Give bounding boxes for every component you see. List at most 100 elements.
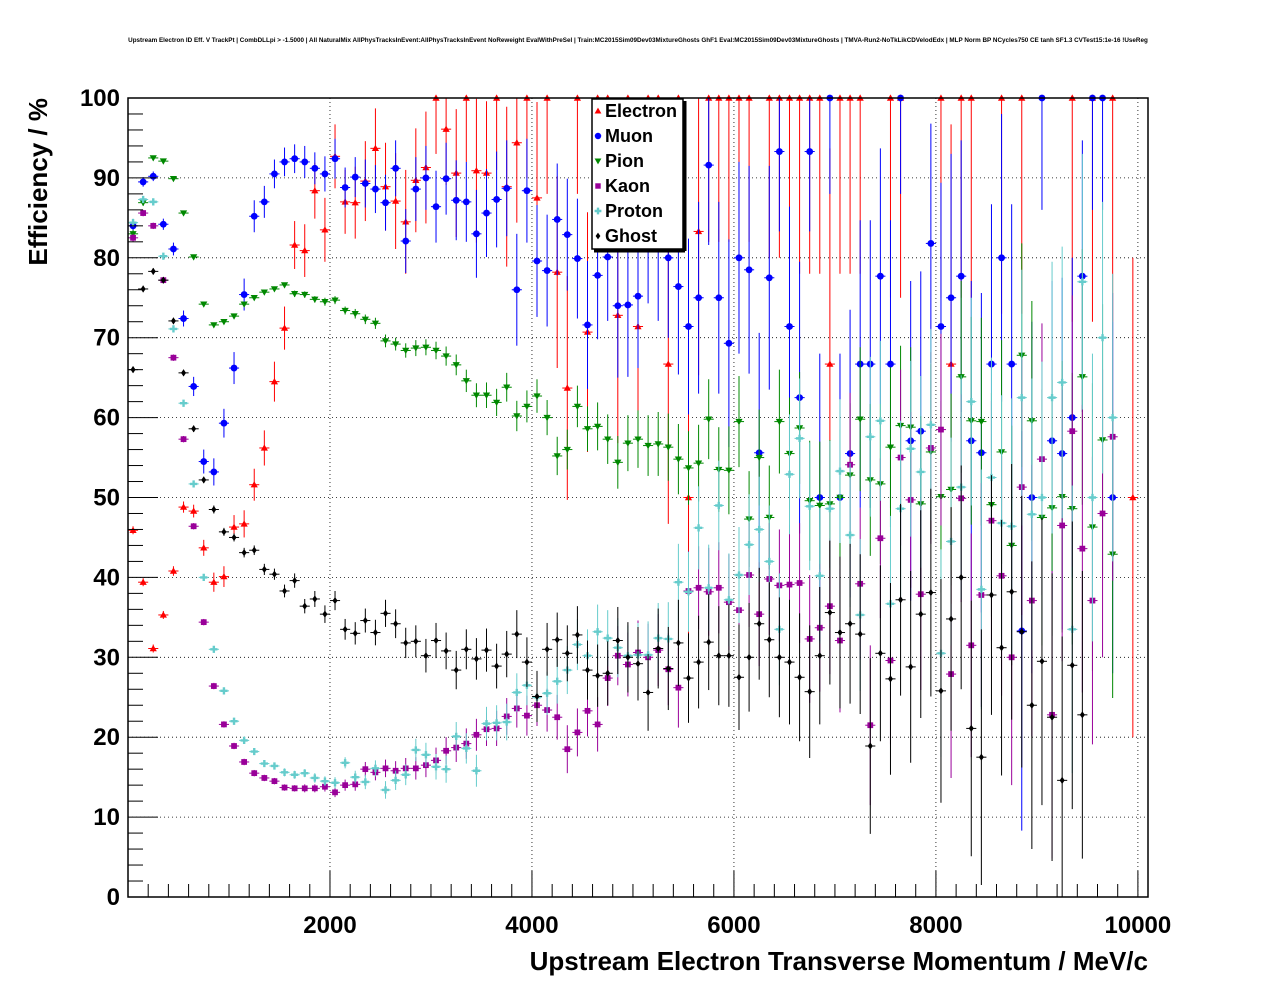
data-point-ghost	[615, 636, 621, 645]
data-point-kaon	[210, 683, 217, 689]
data-point-pion	[270, 286, 279, 293]
data-point-pion	[493, 399, 501, 407]
data-point-ghost	[807, 688, 813, 696]
data-point-kaon	[342, 782, 349, 789]
data-point-ghost	[827, 608, 833, 617]
data-point-proton	[674, 578, 682, 586]
data-point-proton	[200, 573, 208, 581]
data-point-ghost	[635, 660, 641, 668]
data-point-ghost	[1069, 661, 1075, 669]
data-point-pion	[482, 392, 491, 399]
data-point-muon	[634, 292, 642, 300]
data-point-ghost	[736, 673, 742, 681]
data-point-pion	[341, 307, 349, 315]
data-point-proton	[1058, 378, 1066, 387]
data-point-ghost	[726, 652, 732, 660]
data-point-kaon	[200, 619, 207, 626]
data-point-proton	[291, 771, 299, 779]
data-point-proton	[553, 677, 561, 685]
data-point-ghost	[928, 588, 934, 597]
data-point-muon	[321, 170, 329, 178]
data-point-pion	[159, 158, 167, 165]
data-point-ghost	[908, 663, 914, 671]
data-point-pion	[169, 175, 178, 183]
data-point-muon	[543, 267, 551, 275]
data-point-proton	[371, 764, 380, 772]
data-point-electron	[351, 199, 359, 206]
data-point-proton	[735, 571, 743, 579]
data-point-electron	[169, 567, 178, 574]
data-point-proton	[341, 759, 349, 767]
data-point-ghost	[483, 646, 490, 654]
data-point-proton	[331, 779, 339, 787]
data-point-pion	[543, 414, 551, 422]
data-point-kaon	[140, 210, 147, 216]
data-point-ghost	[544, 645, 550, 653]
legend-marker-electron	[594, 107, 602, 114]
data-point-proton	[240, 736, 248, 744]
data-point-ghost	[413, 637, 419, 645]
data-point-muon	[361, 180, 369, 187]
data-point-pion	[452, 362, 460, 369]
data-point-kaon	[382, 765, 389, 772]
data-point-pion	[725, 467, 733, 474]
data-point-muon	[735, 254, 743, 262]
data-point-kaon	[180, 436, 187, 443]
legend-marker-kaon	[595, 183, 601, 189]
data-point-kaon	[311, 785, 318, 792]
data-point-ghost	[797, 673, 803, 681]
data-point-electron	[149, 644, 157, 652]
data-point-pion	[856, 416, 864, 423]
data-point-muon	[937, 323, 945, 330]
data-point-kaon	[695, 584, 702, 591]
data-point-kaon	[1069, 428, 1076, 435]
data-point-pion	[190, 254, 198, 261]
data-point-proton	[725, 596, 733, 604]
data-point-muon	[604, 253, 612, 261]
data-point-ghost	[433, 636, 439, 645]
y-tick-label-6: 60	[93, 405, 120, 432]
data-point-muon	[240, 291, 248, 298]
y-tick-label-9: 90	[93, 165, 120, 192]
data-point-muon	[674, 283, 682, 290]
data-point-muon	[392, 164, 400, 172]
data-point-proton	[361, 778, 369, 786]
data-point-ghost	[140, 285, 146, 293]
data-point-proton	[1078, 278, 1086, 286]
data-point-proton	[442, 765, 450, 773]
legend-marker-proton	[594, 207, 602, 215]
data-point-kaon	[281, 784, 288, 791]
data-point-proton	[402, 771, 410, 779]
data-point-proton	[876, 417, 884, 425]
data-point-proton	[1018, 394, 1026, 402]
data-point-electron	[200, 544, 208, 551]
data-point-ghost	[817, 652, 823, 660]
chart-title: Upstream Electron ID Eff. V TrackPt | Co…	[128, 37, 1148, 44]
data-point-muon	[301, 158, 309, 166]
data-point-proton	[755, 525, 763, 534]
data-point-ghost	[221, 528, 227, 536]
data-point-pion	[735, 418, 743, 426]
data-point-proton	[139, 195, 147, 204]
x-tick-label-1: 4000	[505, 912, 558, 939]
data-point-electron	[301, 247, 309, 254]
data-point-proton	[917, 468, 925, 476]
data-point-pion	[694, 460, 703, 467]
data-point-muon	[472, 230, 480, 238]
data-point-pion	[755, 454, 763, 462]
data-point-ghost	[160, 276, 166, 284]
data-point-muon	[493, 196, 501, 203]
data-point-muon	[765, 274, 773, 282]
data-point-proton	[977, 585, 985, 593]
data-point-ghost	[362, 616, 368, 625]
data-point-kaon	[291, 785, 298, 792]
data-point-pion	[523, 403, 531, 411]
data-point-muon	[260, 198, 268, 206]
data-point-pion	[624, 440, 632, 447]
legend-label-proton: Proton	[605, 201, 663, 221]
data-point-pion	[644, 442, 652, 450]
data-point-pion	[674, 456, 682, 463]
data-point-proton	[462, 744, 470, 752]
data-point-ghost	[1009, 588, 1015, 596]
data-point-ghost	[978, 753, 984, 761]
